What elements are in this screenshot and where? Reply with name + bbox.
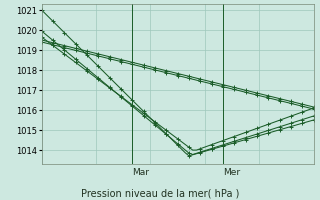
Text: Pression niveau de la mer( hPa ): Pression niveau de la mer( hPa ) [81, 188, 239, 198]
Text: Mer: Mer [223, 168, 240, 177]
Text: Mar: Mar [132, 168, 149, 177]
